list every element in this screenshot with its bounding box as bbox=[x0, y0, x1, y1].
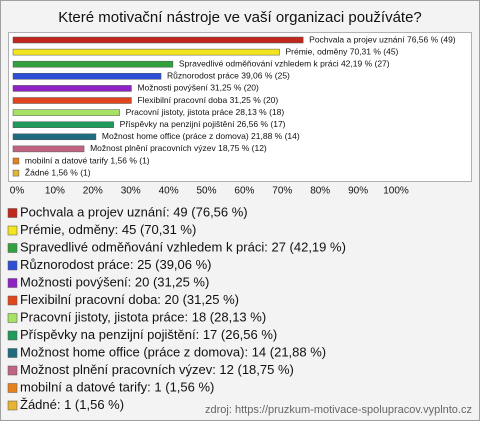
bar bbox=[12, 85, 132, 92]
legend-label: Možnosti povýšení: 20 (31,25 %) bbox=[20, 274, 209, 289]
bar-label: Příspěvky na penzijní pojištění 26,56 % … bbox=[120, 119, 286, 129]
legend-label: Prémie, odměny: 45 (70,31 %) bbox=[20, 222, 196, 237]
legend-label: Flexibilní pracovní doba: 20 (31,25 %) bbox=[20, 292, 239, 307]
x-tick-label: 70% bbox=[272, 186, 292, 197]
chart-title: Které motivační nástroje ve vaší organiz… bbox=[58, 9, 422, 26]
legend-label: Pracovní jistoty, jistota práce: 18 (28,… bbox=[20, 309, 266, 324]
bar-label: Žádné 1,56 % (1) bbox=[25, 167, 91, 177]
bar-label: Pracovní jistoty, jistota práce 28,13 % … bbox=[126, 107, 285, 117]
legend-swatch bbox=[7, 365, 18, 376]
legend-swatch bbox=[7, 243, 18, 253]
legend-label: Pochvala a projev uznání: 49 (76,56 %) bbox=[20, 204, 248, 219]
plot-area bbox=[8, 32, 472, 182]
legend-label: mobilní a datové tarify: 1 (1,56 %) bbox=[20, 379, 214, 394]
legend-label: Různorodost práce: 25 (39,06 %) bbox=[20, 257, 212, 272]
legend-swatch bbox=[7, 208, 18, 218]
bar-label: Možnosti povýšení 31,25 % (20) bbox=[137, 83, 259, 93]
bar bbox=[12, 109, 120, 116]
legend-swatch bbox=[7, 260, 18, 271]
legend-label: Spravedlivé odměňování vzhledem k práci:… bbox=[20, 239, 346, 254]
bar bbox=[12, 60, 174, 68]
x-tick-label: 80% bbox=[310, 186, 330, 197]
bar-label: Spravedlivé odměňování vzhledem k práci … bbox=[179, 58, 390, 68]
bar bbox=[12, 133, 97, 141]
legend-label: Žádné: 1 (1,56 %) bbox=[20, 397, 124, 412]
source: zdroj: https://pruzkum-motivace-spolupra… bbox=[205, 404, 472, 416]
x-tick-label: 50% bbox=[196, 186, 216, 197]
bar-label: Prémie, odměny 70,31 % (45) bbox=[285, 46, 398, 56]
legend-label: Možnost home office (práce z domova): 14… bbox=[20, 344, 326, 359]
bar bbox=[12, 48, 280, 56]
bar bbox=[12, 73, 162, 80]
legend-label: Možnost plnění pracovních výzev: 12 (18,… bbox=[20, 362, 294, 377]
x-tick-label: 30% bbox=[121, 186, 141, 197]
bar bbox=[12, 36, 304, 44]
bar-label: Možnost plnění pracovních výzev 18,75 % … bbox=[90, 143, 267, 153]
bar bbox=[12, 145, 85, 153]
bar bbox=[12, 121, 114, 128]
bar-label: Možnost home office (práce z domova) 21,… bbox=[102, 131, 300, 141]
bar-label: Pochvala a projev uznání 76,56 % (49) bbox=[309, 34, 456, 44]
x-tick-label: 10% bbox=[45, 186, 65, 197]
bar-label: Flexibilní pracovní doba 31,25 % (20) bbox=[137, 95, 278, 105]
bar-label: mobilní a datové tarify 1,56 % (1) bbox=[25, 155, 150, 165]
bar-label: Různorodost práce 39,06 % (25) bbox=[167, 71, 290, 81]
x-tick-label: 60% bbox=[234, 186, 254, 197]
x-tick-label: 0% bbox=[10, 186, 25, 197]
legend-swatch bbox=[7, 400, 18, 411]
x-tick-label: 90% bbox=[348, 186, 368, 197]
legend-label: Příspěvky na penzijní pojištění: 17 (26,… bbox=[20, 327, 277, 342]
x-tick-label: 20% bbox=[83, 186, 103, 197]
bars: Pochvala a projev uznání 76,56 % (49) Pré… bbox=[12, 34, 456, 177]
bar bbox=[12, 169, 20, 177]
legend-swatch bbox=[7, 330, 18, 341]
legend-swatch bbox=[7, 348, 18, 358]
x-tick-label: 100% bbox=[383, 186, 409, 197]
x-tick-label: 40% bbox=[159, 186, 179, 197]
legend-swatch bbox=[7, 313, 18, 323]
bar bbox=[12, 97, 132, 104]
legend-swatch bbox=[7, 278, 18, 288]
legend-swatch bbox=[7, 225, 18, 236]
bar bbox=[12, 157, 20, 165]
legend-swatch bbox=[7, 295, 18, 306]
legend-swatch bbox=[7, 383, 18, 393]
